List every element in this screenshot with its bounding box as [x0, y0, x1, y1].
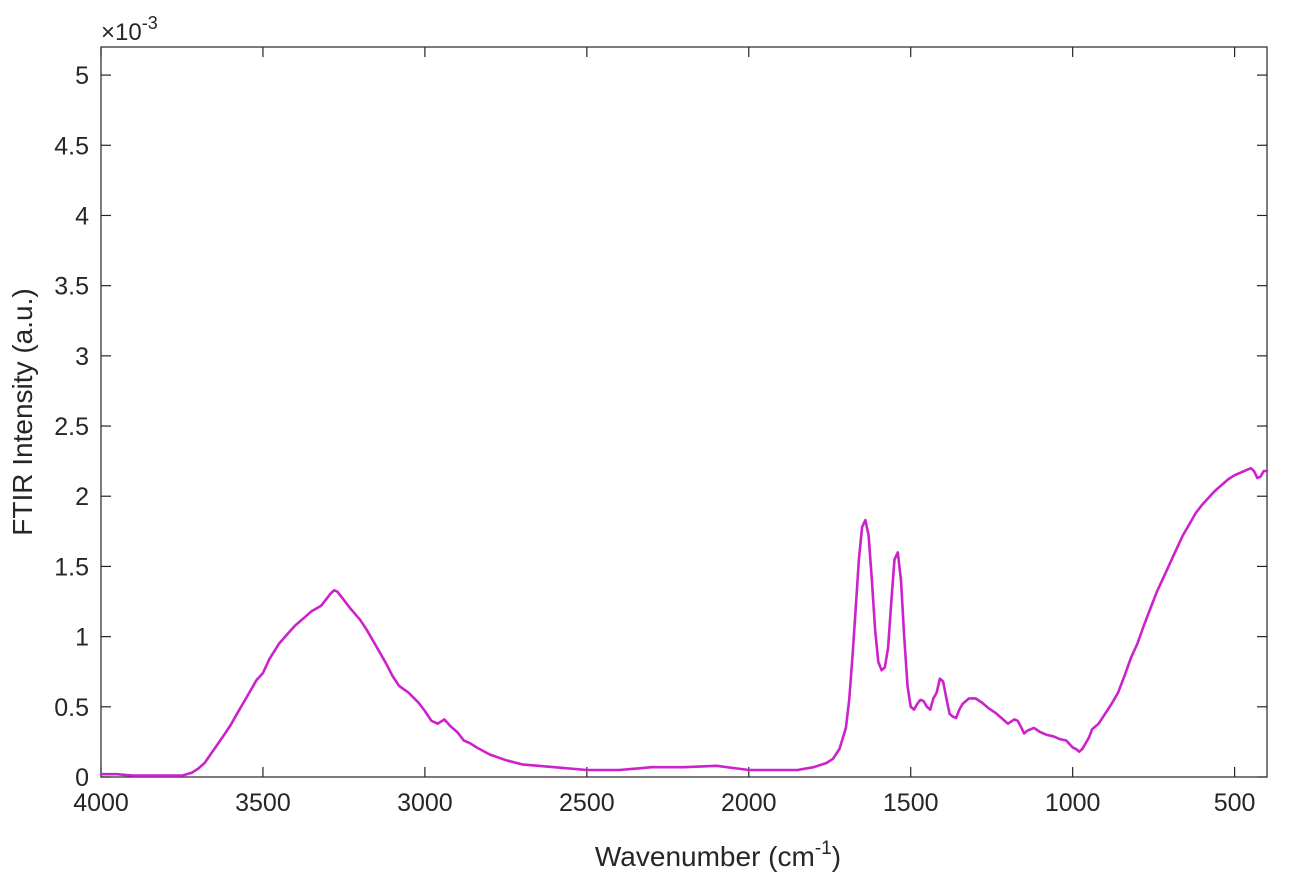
x-tick-label: 1500	[883, 789, 939, 817]
x-axis-label: Wavenumber (cm-1)	[595, 838, 841, 872]
y-tick-label: 4.5	[54, 132, 89, 160]
spectrum-line	[99, 466, 1269, 777]
x-tick-label: 2000	[721, 789, 777, 817]
x-tick-label: 1000	[1045, 789, 1101, 817]
y-tick-label: 4	[75, 202, 89, 230]
y-tick-label: 3	[75, 343, 89, 371]
x-axis-ticks: 4000 3500 3000 2500 2000 1500 1000 500	[73, 47, 1255, 817]
y-tick-label: 2	[75, 483, 89, 511]
y-tick-label: 1.5	[54, 553, 89, 581]
x-tick-label: 500	[1214, 789, 1256, 817]
y-tick-label: 0	[75, 764, 89, 792]
x-tick-label: 2500	[559, 789, 615, 817]
y-tick-label: 0.5	[54, 694, 89, 722]
y-multiplier-base: ×10	[101, 19, 142, 46]
y-axis-ticks: 0 0.5 1 1.5 2 2.5 3 3.5 4 4.5 5	[54, 62, 1267, 792]
y-tick-label: 3.5	[54, 273, 89, 301]
y-tick-label: 1	[75, 624, 89, 652]
y-multiplier-exp: -3	[142, 13, 158, 33]
x-tick-label: 3000	[397, 789, 453, 817]
x-axis-label-end: )	[832, 841, 841, 872]
y-tick-label: 5	[75, 62, 89, 90]
x-tick-label: 4000	[73, 789, 129, 817]
x-axis-label-sup: -1	[815, 838, 832, 859]
x-tick-label: 3500	[235, 789, 291, 817]
x-axis-label-main: Wavenumber (cm	[595, 841, 815, 872]
y-axis-label: FTIR Intensity (a.u.)	[7, 288, 38, 535]
plot-area	[100, 46, 1268, 778]
y-multiplier: ×10-3	[101, 13, 158, 46]
y-tick-label: 2.5	[54, 413, 89, 441]
